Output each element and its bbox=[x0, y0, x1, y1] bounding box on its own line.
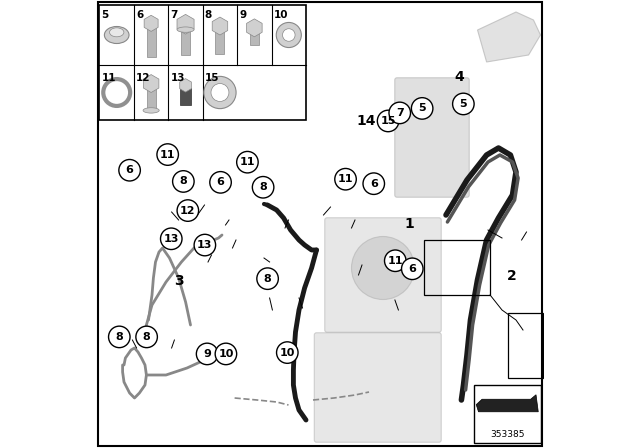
Text: 11: 11 bbox=[160, 150, 175, 159]
Circle shape bbox=[378, 110, 399, 132]
Ellipse shape bbox=[104, 26, 129, 43]
Text: 13: 13 bbox=[197, 240, 212, 250]
Circle shape bbox=[401, 258, 423, 280]
Polygon shape bbox=[477, 12, 541, 62]
Circle shape bbox=[109, 326, 130, 348]
Circle shape bbox=[136, 326, 157, 348]
Bar bbox=[508, 313, 543, 378]
Circle shape bbox=[215, 343, 237, 365]
Text: 8: 8 bbox=[259, 182, 267, 192]
FancyBboxPatch shape bbox=[324, 218, 441, 332]
Circle shape bbox=[204, 76, 236, 108]
Text: 5: 5 bbox=[460, 99, 467, 109]
Circle shape bbox=[385, 250, 406, 271]
Text: 11: 11 bbox=[239, 157, 255, 167]
Bar bbox=[147, 26, 156, 56]
Text: 7: 7 bbox=[396, 108, 404, 118]
Text: 11: 11 bbox=[387, 256, 403, 266]
Text: 8: 8 bbox=[143, 332, 150, 342]
Text: 8: 8 bbox=[205, 10, 212, 20]
Bar bbox=[474, 385, 541, 443]
Text: 8: 8 bbox=[179, 177, 188, 186]
Text: 13: 13 bbox=[164, 234, 179, 244]
Bar bbox=[216, 28, 225, 54]
Bar bbox=[250, 29, 259, 45]
Circle shape bbox=[103, 79, 130, 106]
Ellipse shape bbox=[109, 28, 124, 37]
Circle shape bbox=[252, 177, 274, 198]
Circle shape bbox=[351, 237, 415, 300]
Text: 14: 14 bbox=[356, 114, 376, 128]
Ellipse shape bbox=[143, 108, 159, 113]
Text: 15: 15 bbox=[205, 73, 220, 83]
Circle shape bbox=[276, 22, 301, 47]
Circle shape bbox=[119, 159, 140, 181]
Text: 9: 9 bbox=[203, 349, 211, 359]
Circle shape bbox=[412, 98, 433, 119]
Bar bbox=[424, 240, 490, 295]
Text: 353385: 353385 bbox=[490, 430, 525, 439]
Bar bbox=[180, 88, 191, 105]
Bar bbox=[99, 5, 306, 120]
Text: 5: 5 bbox=[419, 103, 426, 113]
Polygon shape bbox=[476, 395, 538, 412]
Circle shape bbox=[177, 200, 198, 221]
Circle shape bbox=[282, 29, 295, 41]
Text: 9: 9 bbox=[239, 10, 246, 20]
Text: 5: 5 bbox=[102, 10, 109, 20]
Text: 8: 8 bbox=[264, 274, 271, 284]
Circle shape bbox=[161, 228, 182, 250]
Text: 12: 12 bbox=[180, 206, 196, 215]
Circle shape bbox=[276, 342, 298, 363]
Circle shape bbox=[237, 151, 258, 173]
Text: 2: 2 bbox=[507, 269, 516, 284]
Circle shape bbox=[173, 171, 194, 192]
Circle shape bbox=[194, 234, 216, 256]
Text: 6: 6 bbox=[125, 165, 134, 175]
Text: 6: 6 bbox=[370, 179, 378, 189]
Bar bbox=[181, 26, 190, 55]
Text: 10: 10 bbox=[280, 348, 295, 358]
Text: 7: 7 bbox=[170, 10, 178, 20]
Text: 11: 11 bbox=[102, 73, 116, 83]
Text: 11: 11 bbox=[338, 174, 353, 184]
Bar bbox=[147, 85, 156, 111]
Circle shape bbox=[257, 268, 278, 289]
Text: 6: 6 bbox=[136, 10, 143, 20]
Circle shape bbox=[389, 102, 410, 124]
FancyBboxPatch shape bbox=[314, 333, 441, 442]
Text: 12: 12 bbox=[136, 73, 150, 83]
Text: 6: 6 bbox=[408, 264, 416, 274]
Circle shape bbox=[335, 168, 356, 190]
Text: 1: 1 bbox=[404, 217, 415, 231]
Text: 15: 15 bbox=[380, 116, 396, 126]
Text: 10: 10 bbox=[218, 349, 234, 359]
Ellipse shape bbox=[177, 27, 194, 32]
Text: 8: 8 bbox=[115, 332, 123, 342]
Text: 3: 3 bbox=[174, 274, 184, 288]
Text: 4: 4 bbox=[454, 70, 464, 84]
Text: 13: 13 bbox=[170, 73, 185, 83]
Circle shape bbox=[210, 172, 231, 193]
Text: 6: 6 bbox=[216, 177, 225, 187]
Circle shape bbox=[452, 93, 474, 115]
Circle shape bbox=[211, 83, 229, 101]
FancyBboxPatch shape bbox=[395, 78, 469, 197]
Text: 10: 10 bbox=[274, 10, 288, 20]
Circle shape bbox=[157, 144, 179, 165]
Circle shape bbox=[196, 343, 218, 365]
Circle shape bbox=[363, 173, 385, 194]
